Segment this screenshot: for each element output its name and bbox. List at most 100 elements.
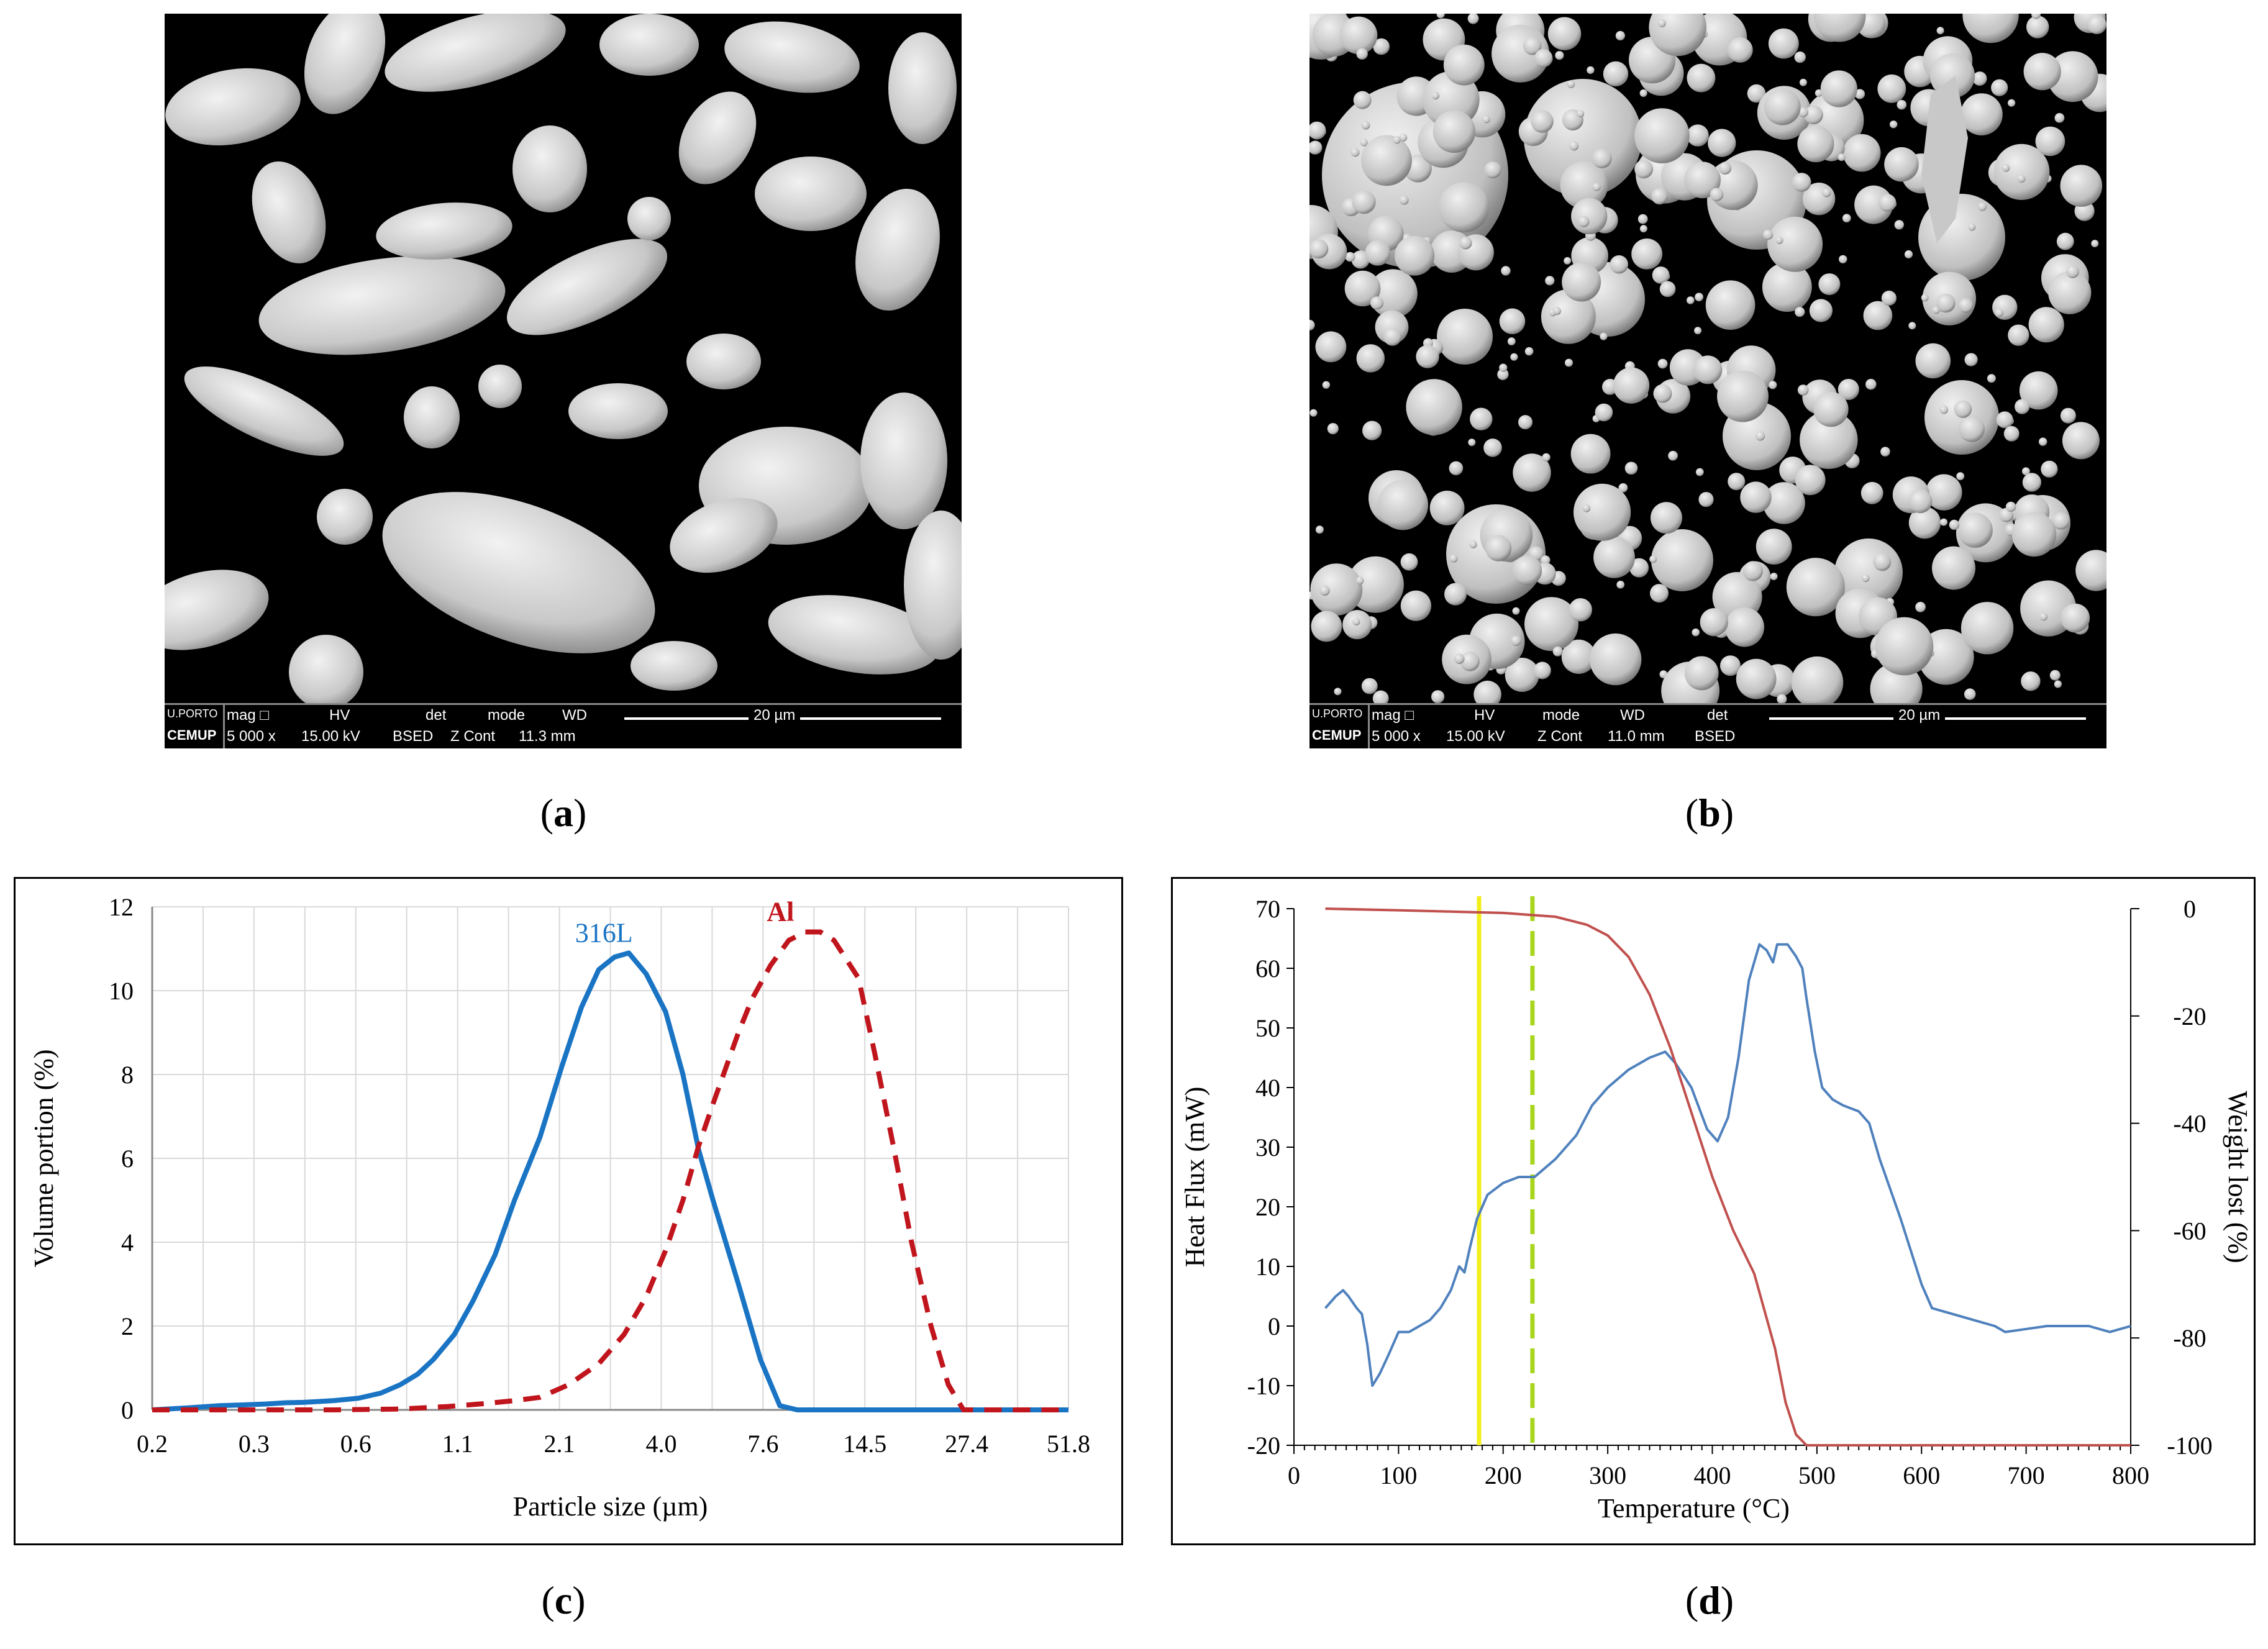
y-tick-label: 50 <box>1255 1014 1280 1042</box>
powder-sphere <box>1444 583 1467 606</box>
powder-sphere <box>1406 379 1462 435</box>
powder-sphere <box>1651 188 1668 205</box>
powder-sphere <box>1524 597 1578 652</box>
powder-sphere <box>1365 240 1391 266</box>
infobar-value: 11.0 mm <box>1608 728 1665 745</box>
powder-sphere <box>1610 255 1629 274</box>
powder-sphere <box>1767 216 1823 272</box>
powder-sphere <box>1659 281 1676 298</box>
powder-sphere <box>1603 61 1629 87</box>
powder-sphere <box>2075 550 2106 591</box>
infobar-value: 11.3 mm <box>519 728 576 745</box>
powder-sphere <box>2066 265 2079 278</box>
powder-sphere <box>1524 347 1534 356</box>
powder-sphere <box>1786 558 1845 617</box>
powder-sphere <box>2017 175 2026 183</box>
powder-sphere <box>1322 381 1331 389</box>
powder-sphere <box>1993 143 2050 200</box>
powder-sphere <box>1791 656 1844 705</box>
powder-sphere <box>2021 671 2041 691</box>
powder-sphere <box>1595 403 1613 422</box>
sem-particles-a <box>165 14 962 705</box>
powder-sphere <box>1762 229 1774 240</box>
infobar-value: BSED <box>1695 728 1736 745</box>
powder-sphere <box>1501 266 1511 276</box>
y-tick-label: -20 <box>1247 1432 1280 1460</box>
powder-sphere <box>1865 379 1877 390</box>
powder-sphere <box>1339 16 1378 55</box>
powder-sphere <box>2023 53 2061 91</box>
sem-infobar-a: U.PORTO CEMUP mag □ HV det mode WD 5 000… <box>165 703 962 748</box>
powder-sphere <box>1468 438 1476 447</box>
powder-sphere <box>1616 581 1625 589</box>
powder-sphere <box>1432 110 1475 153</box>
powder-sphere <box>1897 99 1907 110</box>
powder-sphere <box>1483 438 1502 457</box>
powder-sphere <box>1510 353 1518 361</box>
powder-sphere <box>1915 602 1926 612</box>
infobar-value: 15.00 kV <box>301 728 360 745</box>
sem-image-b: U.PORTO CEMUP mag □ HV mode WD det 5 000… <box>1309 14 2106 748</box>
y-tick-label: 6 <box>121 1145 134 1173</box>
powder-sphere <box>1657 358 1668 369</box>
powder-sphere <box>1747 84 1766 103</box>
powder-sphere <box>1449 461 1464 476</box>
powder-sphere <box>1839 255 1847 264</box>
powder-sphere <box>1822 188 1831 198</box>
powder-sphere <box>1718 161 1732 175</box>
y-axis-title: Heat Flux (mW) <box>1180 1087 1210 1268</box>
powder-sphere <box>1879 194 1897 212</box>
powder-sphere <box>1351 250 1370 269</box>
powder-sphere <box>1651 502 1682 534</box>
powder-sphere <box>1567 80 1575 88</box>
x-axis-title: Particle size (µm) <box>513 1491 708 1522</box>
powder-sphere <box>2060 165 2103 207</box>
series-label: 316L <box>575 917 633 948</box>
chart-d-frame: 0 100 200 300 400 500 600 700 800 -20 -10 0 10 20 30 40… <box>1171 877 2256 1545</box>
powder-sphere <box>2041 460 2058 478</box>
series-label: Al <box>767 897 794 927</box>
powder-sphere <box>1884 147 1919 182</box>
caption-letter: a <box>553 791 573 835</box>
powder-sphere <box>1512 555 1542 586</box>
infobar-header: mode <box>488 707 526 724</box>
powder-sphere <box>2062 422 2100 460</box>
powder-sphere <box>1541 289 1596 344</box>
powder-sphere <box>1309 140 1323 155</box>
powder-sphere <box>1668 450 1678 461</box>
powder-sphere <box>1639 89 1647 98</box>
x-axis-title: Temperature (°C) <box>1598 1493 1790 1524</box>
infobar-header: HV <box>1474 707 1495 724</box>
powder-sphere <box>1309 239 1329 259</box>
powder-sphere <box>1958 298 1974 313</box>
powder-sphere <box>2047 51 2098 102</box>
x-tick-label: 0 <box>1288 1461 1300 1489</box>
powder-sphere <box>2056 232 2074 250</box>
powder-sphere <box>1854 89 1865 99</box>
powder-sphere <box>1957 512 1993 548</box>
powder-sphere <box>1652 266 1670 284</box>
y2-tick-label: -80 <box>2173 1324 2206 1352</box>
x-tick-label: 14.5 <box>843 1430 886 1458</box>
powder-sphere <box>1578 216 1590 227</box>
powder-sphere <box>1972 71 1987 86</box>
powder-sphere <box>1315 331 1347 363</box>
powder-sphere <box>1700 608 1728 637</box>
y-tick-label: 8 <box>121 1061 134 1089</box>
y-axis-title: Volume portion (%) <box>29 1049 59 1267</box>
powder-sphere <box>2026 16 2049 39</box>
powder-sphere <box>1309 121 1326 140</box>
powder-sphere <box>1795 465 1826 496</box>
powder-sphere <box>1964 688 1976 700</box>
powder-sphere <box>2015 399 2030 414</box>
powder-sphere <box>2005 501 2016 512</box>
x-tick-label: 200 <box>1485 1461 1522 1489</box>
caption-letter: c <box>554 1578 573 1622</box>
powder-sphere <box>1355 576 1364 585</box>
powder-sphere <box>1629 558 1649 578</box>
powder-sphere <box>1727 37 1753 63</box>
powder-sphere <box>1797 384 1809 396</box>
sem-infobar-b: U.PORTO CEMUP mag □ HV mode WD det 5 000… <box>1309 703 2106 748</box>
powder-sphere <box>1695 293 1703 302</box>
y2-tick-label: -100 <box>2167 1432 2212 1460</box>
